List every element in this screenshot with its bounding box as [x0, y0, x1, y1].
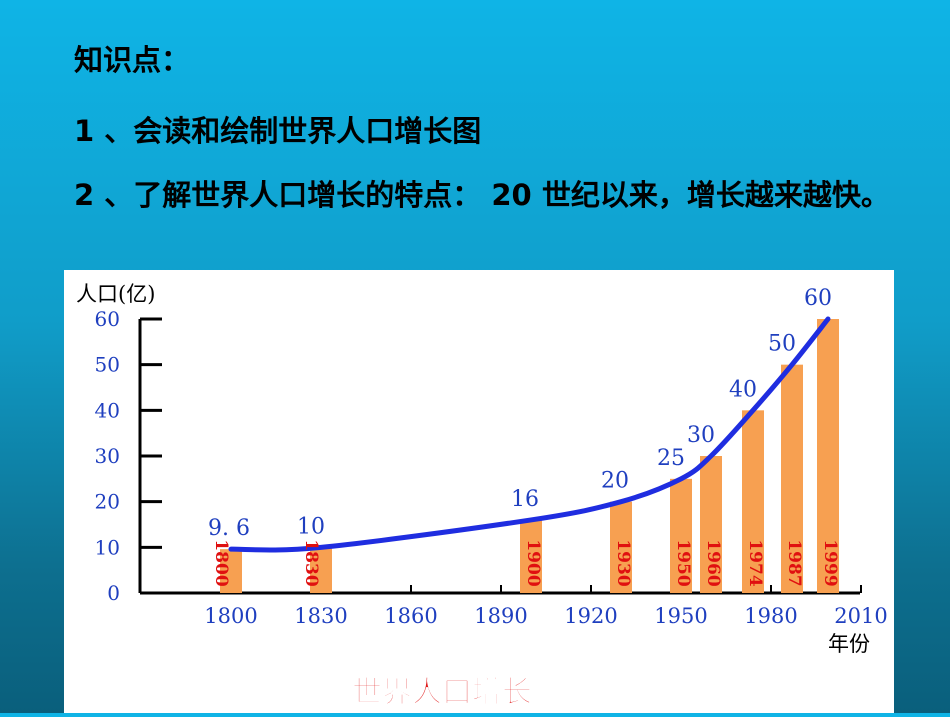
slide-heading: 知识点： [74, 43, 191, 77]
x-tick-label: 1860 [384, 604, 437, 628]
x-tick-label: 1980 [744, 604, 797, 628]
bar-1930 [610, 501, 632, 593]
bar-value-label: 30 [687, 423, 715, 448]
bar-1960 [700, 456, 722, 593]
bar-year-label: 1930 [613, 539, 633, 586]
x-tick-label: 1920 [564, 604, 617, 628]
y-tick-label: 20 [95, 490, 120, 514]
bar-1900 [520, 519, 542, 593]
y-tick-label: 40 [95, 398, 120, 422]
population-chart: 0 10 20 30 40 50 60 1800 1830 1860 1890 1920 1950 198… [76, 282, 888, 711]
bar-1830 [310, 547, 332, 593]
bar-year-label: 1987 [784, 539, 804, 586]
trend-line [228, 316, 831, 553]
x-axis-label: 年份 [828, 632, 870, 656]
y-tick-label: 10 [95, 535, 120, 559]
x-tick-label: 1800 [204, 604, 257, 628]
y-axis-label: 人口(亿) [76, 282, 155, 306]
bar-1950 [670, 478, 692, 593]
bar-year-label: 1830 [301, 539, 321, 586]
x-tick-label: 1830 [294, 604, 347, 628]
chart-panel: 0 10 20 30 40 50 60 1800 1830 1860 1890 1920 1950 198… [64, 270, 894, 713]
y-tick-label: 60 [95, 307, 120, 331]
bar-1800 [220, 549, 242, 593]
bar-value-label: 9. 6 [208, 516, 250, 541]
bar-value-label: 60 [804, 286, 832, 311]
bar-year-label: 1974 [745, 539, 765, 586]
bar-year-label: 1999 [820, 539, 840, 586]
bar-1987 [781, 364, 803, 593]
x-tick-label: 2010 [834, 604, 887, 628]
x-tick-label: 1950 [654, 604, 707, 628]
y-tick-label: 0 [107, 581, 120, 605]
x-tick-label: 1890 [474, 604, 527, 628]
bar-year-label: 1800 [211, 539, 231, 586]
bar-value-label: 50 [768, 332, 796, 357]
bar-1999 [817, 319, 839, 593]
bar-value-label: 10 [297, 514, 325, 539]
knowledge-point-2: 2 、了解世界人口增长的特点： 20 世纪以来，增长越来越快。 [74, 178, 890, 212]
bar-value-label: 25 [657, 446, 685, 471]
bar-value-label: 20 [601, 469, 629, 494]
y-tick-label: 50 [95, 353, 120, 377]
bar-year-label: 1960 [703, 539, 723, 586]
y-tick-label: 30 [95, 444, 120, 468]
chart-title: 世界人口增长 [352, 675, 532, 710]
bar-year-label: 1950 [673, 539, 693, 586]
knowledge-point-1: 1 、会读和绘制世界人口增长图 [74, 114, 482, 148]
bar-1974 [742, 410, 764, 593]
bar-year-label: 1900 [523, 539, 543, 586]
bar-value-label: 16 [511, 487, 539, 512]
bar-value-label: 40 [729, 377, 757, 402]
